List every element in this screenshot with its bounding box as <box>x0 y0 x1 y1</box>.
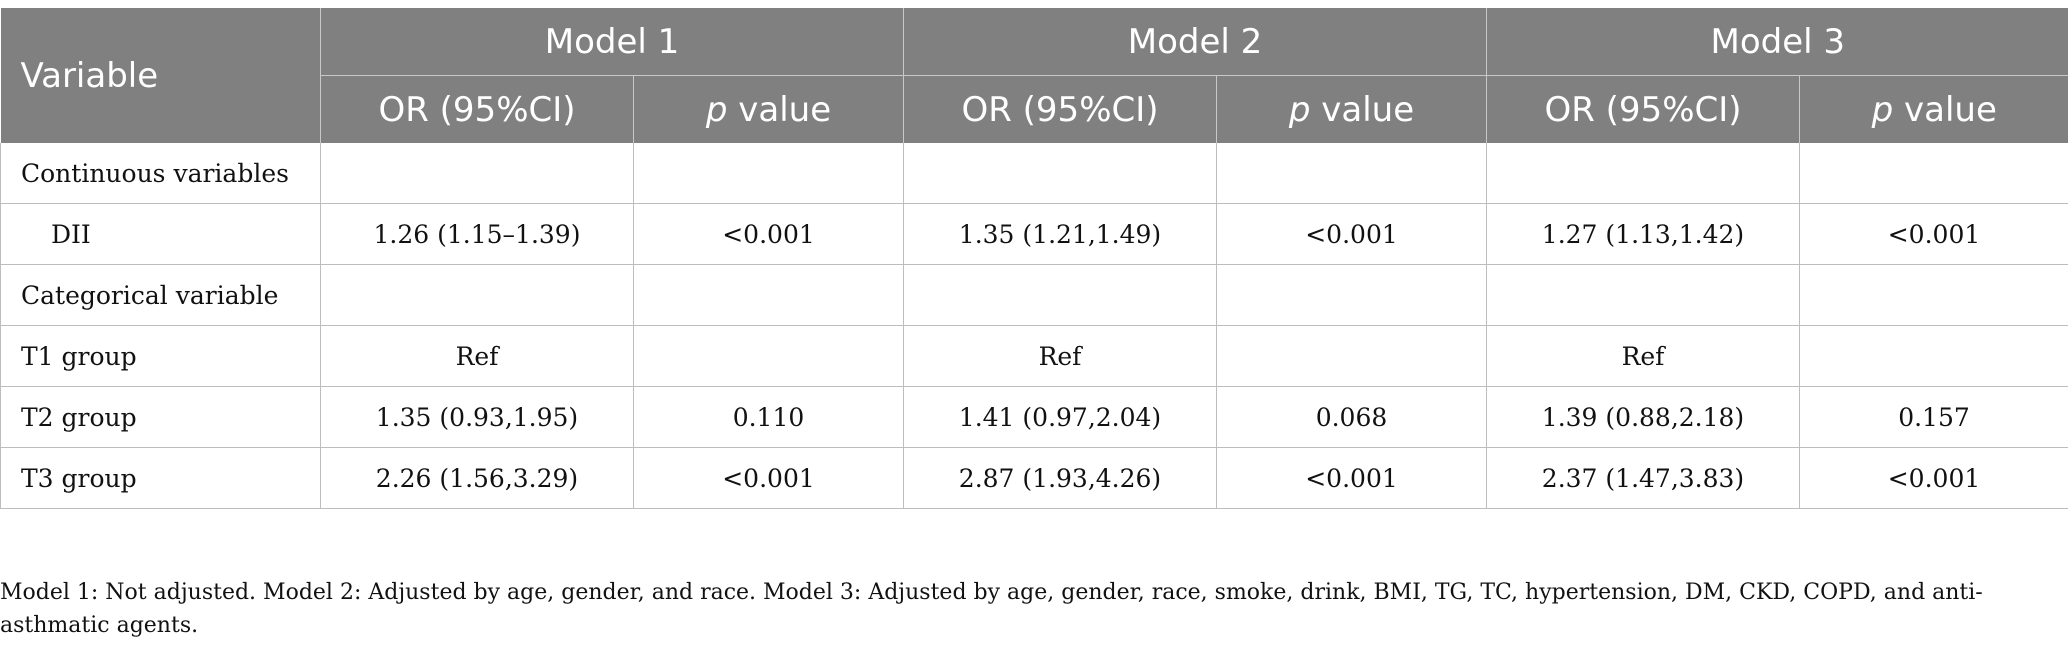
table-cell: <0.001 <box>633 447 904 509</box>
table-cell <box>1799 143 2068 204</box>
p-rest: value <box>1310 89 1415 130</box>
table-cell <box>1799 325 2068 387</box>
table-cell: 1.26 (1.15–1.39) <box>320 203 634 265</box>
table-cell <box>1486 264 1800 326</box>
table-cell: 0.110 <box>633 386 904 448</box>
table-cell: Ref <box>320 325 634 387</box>
row-label: Continuous variables <box>0 143 321 204</box>
table-cell: 0.068 <box>1216 386 1487 448</box>
table-cell <box>320 143 634 204</box>
table-cell: <0.001 <box>1216 203 1487 265</box>
table-cell <box>633 264 904 326</box>
table-cell <box>1216 264 1487 326</box>
table-row: Categorical variable <box>0 264 2068 326</box>
table-cell: Ref <box>1486 325 1800 387</box>
table-cell <box>1216 143 1487 204</box>
table-footnote: Model 1: Not adjusted. Model 2: Adjusted… <box>0 580 1983 638</box>
p-rest: value <box>1893 89 1997 130</box>
p-italic: p <box>1288 89 1311 130</box>
table-cell <box>1216 325 1487 387</box>
table-cell: 1.35 (1.21,1.49) <box>903 203 1217 265</box>
header-model-1: Model 1 <box>320 8 904 76</box>
table-cell: <0.001 <box>633 203 904 265</box>
table-cell: 0.157 <box>1799 386 2068 448</box>
table-cell: 1.35 (0.93,1.95) <box>320 386 634 448</box>
p-rest: value <box>727 89 832 130</box>
table-cell: <0.001 <box>1799 447 2068 509</box>
table-cell <box>903 143 1217 204</box>
table-row: DII 1.26 (1.15–1.39) <0.001 1.35 (1.21,1… <box>0 203 2068 265</box>
header-model-2: Model 2 <box>903 8 1487 76</box>
row-label: T3 group <box>0 447 321 509</box>
table-cell: 2.87 (1.93,4.26) <box>903 447 1217 509</box>
table-cell: 1.41 (0.97,2.04) <box>903 386 1217 448</box>
row-label: Categorical variable <box>0 264 321 326</box>
header-p-model-1: p value <box>633 75 904 143</box>
header-or-model-3: OR (95%CI) <box>1486 75 1800 143</box>
row-label: T1 group <box>0 325 321 387</box>
table-cell <box>1799 264 2068 326</box>
table-cell: 1.39 (0.88,2.18) <box>1486 386 1800 448</box>
table-cell: 1.27 (1.13,1.42) <box>1486 203 1800 265</box>
table-row: Continuous variables <box>0 143 2068 204</box>
row-label: DII <box>0 203 321 265</box>
table-cell: Ref <box>903 325 1217 387</box>
table-cell: <0.001 <box>1799 203 2068 265</box>
header-or-model-2: OR (95%CI) <box>903 75 1217 143</box>
table-cell: 2.37 (1.47,3.83) <box>1486 447 1800 509</box>
header-model-3: Model 3 <box>1486 8 2068 76</box>
row-label: T2 group <box>0 386 321 448</box>
table-row: T2 group 1.35 (0.93,1.95) 0.110 1.41 (0.… <box>0 386 2068 448</box>
header-p-model-2: p value <box>1216 75 1487 143</box>
table-row: T1 group Ref Ref Ref <box>0 325 2068 387</box>
table-cell <box>633 143 904 204</box>
table-cell <box>903 264 1217 326</box>
table-cell <box>633 325 904 387</box>
header-or-model-1: OR (95%CI) <box>320 75 634 143</box>
p-italic: p <box>705 89 728 130</box>
table-row: T3 group 2.26 (1.56,3.29) <0.001 2.87 (1… <box>0 447 2068 509</box>
table-cell: <0.001 <box>1216 447 1487 509</box>
p-italic: p <box>1871 89 1894 130</box>
regression-table: Variable Model 1 Model 2 Model 3 OR (95%… <box>0 8 2068 509</box>
table-cell: 2.26 (1.56,3.29) <box>320 447 634 509</box>
table-cell <box>1486 143 1800 204</box>
header-variable: Variable <box>0 8 321 143</box>
header-p-model-3: p value <box>1799 75 2068 143</box>
table-cell <box>320 264 634 326</box>
